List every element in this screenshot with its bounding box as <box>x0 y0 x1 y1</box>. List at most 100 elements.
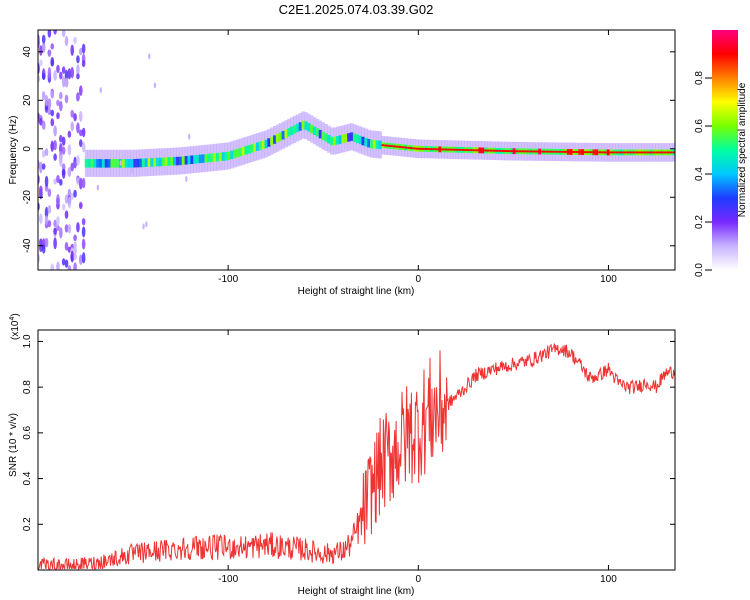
spectrogram-signal-cell <box>344 133 348 143</box>
y-tick-label: 0.2 <box>22 517 33 531</box>
spectrogram-core-cell <box>652 151 656 154</box>
snr-y-ticks: 0.2 0.4 0.6 0.8 1.0 <box>22 334 675 531</box>
spectrogram-signal-cell <box>104 159 109 168</box>
spectrogram-signal-cell <box>364 137 368 147</box>
spectrogram-core-cell <box>501 149 505 152</box>
spectrogram-core-cell <box>481 149 485 152</box>
spectrogram-signal-cell <box>84 159 89 168</box>
spectrogram-signal-cell <box>378 140 382 150</box>
spectrogram-noise-cell <box>73 253 77 261</box>
spectrogram-signal-cell <box>293 125 297 134</box>
spectrogram-core-cell <box>581 151 585 154</box>
colorbar-tick-label: 0.2 <box>694 215 705 229</box>
spectrogram-noise-cell <box>50 90 55 99</box>
spectrogram-core-cell <box>381 144 385 147</box>
spectrogram-core-cell <box>418 147 422 150</box>
spectrogram-core-cell <box>390 145 394 148</box>
spectrogram-y-ticks: -40 -20 0 20 40 <box>22 46 675 253</box>
spectrogram-core-cell <box>569 150 574 153</box>
spectrogram-noise-cell <box>50 109 55 117</box>
spectrogram-signal-cell <box>330 136 334 146</box>
spectrogram-noise-cell <box>64 242 69 251</box>
spectrogram-noise-cell <box>64 78 69 88</box>
spectrogram-noise-cell <box>64 194 69 204</box>
spectrogram-x-label: Height of straight line (km) <box>298 286 415 297</box>
spectrogram-signal-cell <box>216 152 220 162</box>
spectrogram-core-cell <box>655 151 659 154</box>
spectrogram-noise-cell <box>130 167 134 174</box>
spectrogram-noise-cell <box>56 224 60 231</box>
spectrogram-signal-cell <box>335 136 340 145</box>
spectrogram-noise-cell <box>99 87 102 94</box>
spectrogram-noise-cell <box>119 160 122 167</box>
colorbar-ticks: 0.0 0.2 0.4 0.6 0.8 <box>694 71 712 277</box>
spectrogram-core-cell <box>646 151 651 154</box>
spectrogram-signal-cell <box>250 144 254 153</box>
spectrogram-signal-cell <box>181 156 186 165</box>
spectrogram-core-cell <box>598 151 602 154</box>
spectrogram-noise-cell <box>67 130 72 138</box>
spectrogram-signal-cell <box>315 128 320 137</box>
spectrogram-core-cell <box>575 151 579 153</box>
spectrogram-noise-cell <box>39 161 43 174</box>
spectrogram-noise-cell <box>59 178 63 186</box>
spectrogram-core-cell <box>626 151 631 154</box>
spectrogram-noise-cell <box>81 238 86 250</box>
spectrogram-noise-cell <box>59 91 63 100</box>
spectrogram-noise-cell <box>81 142 86 153</box>
spectrogram-signal-cell <box>255 142 260 151</box>
spectrogram-noise-cell <box>67 166 72 178</box>
spectrogram-core-cell <box>429 148 434 151</box>
spectrogram-signal-cell <box>318 129 323 139</box>
spectrogram-core-cell <box>663 151 668 154</box>
y-tick-label: 40 <box>22 46 33 58</box>
colorbar-scale <box>712 30 738 270</box>
spectrogram-signal-cell <box>176 156 180 166</box>
spectrogram-signal-cell <box>301 120 305 130</box>
spectrogram-signal-cell <box>264 139 268 149</box>
spectrogram-noise-cell <box>76 73 80 80</box>
spectrogram-noise-cell <box>56 174 60 184</box>
spectrogram-signal-cell <box>141 158 146 168</box>
spectrogram-signal-cell <box>147 158 151 167</box>
spectrogram-signal-cell <box>198 154 203 164</box>
spectrogram-signal-cell <box>210 153 214 162</box>
spectrogram-noise-cell <box>73 161 77 168</box>
x-tick-label: 0 <box>416 574 422 585</box>
spectrogram-core-cell <box>549 150 554 153</box>
y-tick-label: 1.0 <box>22 334 33 348</box>
snr-plot-area <box>38 343 675 570</box>
spectrogram-signal-cell <box>324 133 328 142</box>
spectrogram-noise-cell <box>44 148 49 157</box>
colorbar-tick-label: 0.0 <box>694 263 705 277</box>
spectrogram-noise-cell <box>56 112 60 120</box>
spectrogram-core-cell <box>435 148 439 151</box>
spectrogram-x-ticks: -100 0 100 <box>218 30 617 285</box>
spectrogram-signal-cell <box>367 138 371 148</box>
x-tick-label: -100 <box>218 574 238 585</box>
spectrogram-noise-cell <box>53 70 57 81</box>
spectrogram-noise-cell <box>61 163 66 171</box>
spectrogram-signal-cell <box>178 156 183 166</box>
spectrogram-signal-cell <box>93 159 97 168</box>
spectrogram-core-cell <box>455 148 459 151</box>
spectrogram-core-cell <box>401 146 405 149</box>
y-tick-label: 0 <box>22 146 33 152</box>
spectrogram-noise-cell <box>39 59 43 67</box>
spectrogram-noise-cell <box>70 109 75 118</box>
spectrogram-signal-cell <box>312 126 317 136</box>
spectrogram-noise-cell <box>53 237 57 250</box>
y-tick-label: 20 <box>22 94 33 106</box>
spectrogram-signal-cell <box>184 156 188 165</box>
spectrogram-signal-cell <box>224 152 228 161</box>
spectrogram-noise-cell <box>47 30 52 38</box>
spectrogram-noise-cell <box>50 263 55 270</box>
spectrogram-noise-cell <box>76 64 80 76</box>
spectrogram-noise-cell <box>187 133 191 140</box>
spectrogram-noise-cell <box>41 42 46 53</box>
spectrogram-signal-cell <box>298 122 303 131</box>
spectrogram-noise-cell <box>73 112 77 122</box>
spectrogram-noise-cell <box>67 246 72 253</box>
spectrogram-core-cell <box>521 150 525 153</box>
spectrogram-signal-cell <box>110 159 114 168</box>
